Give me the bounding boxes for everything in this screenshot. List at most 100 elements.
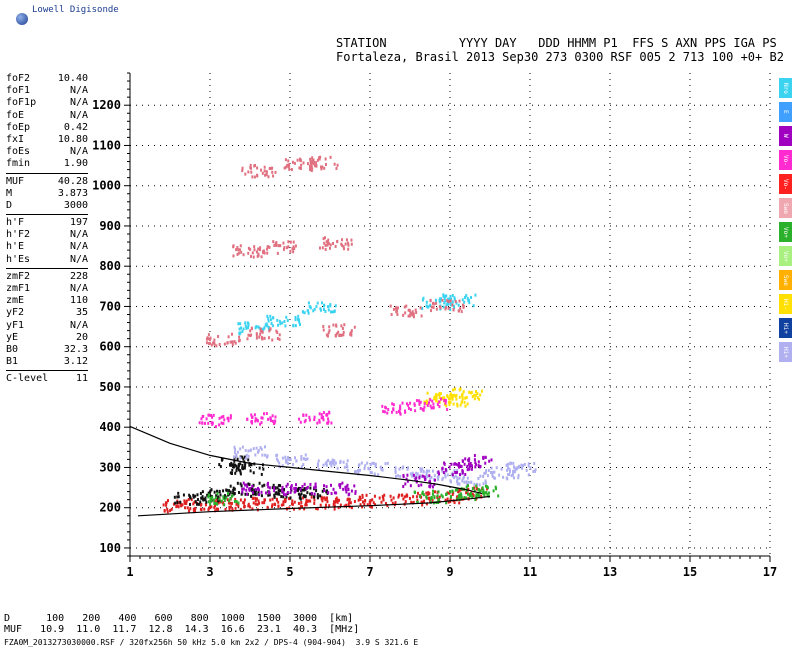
echo-point xyxy=(260,336,263,340)
echo-point xyxy=(222,421,225,425)
echo-point xyxy=(473,397,476,401)
echo-point xyxy=(213,490,216,494)
echo-point xyxy=(405,477,408,481)
echo-point xyxy=(327,331,330,335)
echo-point xyxy=(239,447,242,451)
echo-point xyxy=(474,293,477,297)
echo-point xyxy=(233,455,236,459)
param-value: N/A xyxy=(69,146,88,158)
echo-point xyxy=(458,461,461,465)
echo-point xyxy=(229,484,232,488)
echo-point xyxy=(278,333,281,337)
echo-point xyxy=(466,484,469,488)
echo-point xyxy=(283,488,286,492)
echo-point xyxy=(294,315,297,319)
echo-point xyxy=(421,307,424,311)
legend-item: Hi- xyxy=(779,294,792,314)
echo-point xyxy=(293,456,296,460)
echo-point xyxy=(444,299,447,303)
echo-point xyxy=(461,397,464,401)
echo-point xyxy=(459,387,462,391)
echo-point xyxy=(470,295,473,299)
echo-point xyxy=(437,475,440,479)
echo-point xyxy=(309,499,312,503)
echo-point xyxy=(329,243,332,247)
echo-point xyxy=(215,507,218,511)
echo-point xyxy=(300,454,303,458)
echo-point xyxy=(331,458,334,462)
echo-point xyxy=(330,464,333,468)
echo-point xyxy=(512,465,515,469)
echo-point xyxy=(458,465,461,469)
echo-point xyxy=(206,493,209,497)
echo-point xyxy=(246,417,249,421)
echo-point xyxy=(243,498,246,502)
echo-point xyxy=(269,327,272,331)
echo-point xyxy=(211,422,214,426)
echo-point xyxy=(209,506,212,510)
echo-point xyxy=(340,324,343,328)
echo-point xyxy=(166,507,169,511)
echo-point xyxy=(382,496,385,500)
echo-point xyxy=(387,407,390,411)
echo-point xyxy=(377,473,380,477)
echo-point xyxy=(237,248,240,252)
y-tick-label: 1100 xyxy=(92,138,121,152)
echo-point xyxy=(266,247,269,251)
echo-point xyxy=(453,462,456,466)
echo-point xyxy=(312,160,315,164)
echo-point xyxy=(242,481,245,485)
echo-point xyxy=(382,409,385,413)
echo-point xyxy=(479,474,482,478)
echo-point xyxy=(312,309,315,313)
echo-point xyxy=(222,496,225,500)
echo-point xyxy=(465,396,468,400)
echo-point xyxy=(295,459,298,463)
echo-point xyxy=(363,502,366,506)
echo-point xyxy=(276,337,279,341)
echo-point xyxy=(272,483,275,487)
echo-point xyxy=(212,413,215,417)
echo-point xyxy=(466,476,469,480)
echo-point xyxy=(214,501,217,505)
echo-point xyxy=(315,507,318,511)
echo-point xyxy=(250,419,253,423)
echo-point xyxy=(455,397,458,401)
echo-point xyxy=(249,334,252,338)
echo-point xyxy=(290,484,293,488)
scaled-parameters-panel: foF2 10.40 foF1 N/A foF1p N/A foE N/A foEp 0.42 fx… xyxy=(6,73,88,386)
echo-point xyxy=(473,486,476,490)
echo-point xyxy=(441,469,444,473)
echo-point xyxy=(239,482,242,486)
distance-row: D 100 200 400 600 800 1000 1500 3000 [km… xyxy=(4,613,354,624)
echo-point xyxy=(205,341,208,345)
echo-point xyxy=(250,327,253,331)
echo-point xyxy=(264,498,267,502)
echo-point xyxy=(256,173,259,177)
echo-point xyxy=(309,482,312,486)
echo-point xyxy=(353,325,356,329)
echo-point xyxy=(456,497,459,501)
echo-point xyxy=(416,491,419,495)
echo-point xyxy=(374,503,377,507)
echo-point xyxy=(233,459,236,463)
echo-point xyxy=(454,470,457,474)
param-row: h'F 197 xyxy=(6,217,88,229)
echo-point xyxy=(436,494,439,498)
echo-point xyxy=(294,244,297,248)
echo-point xyxy=(451,393,454,397)
echo-point xyxy=(433,490,436,494)
echo-point xyxy=(277,323,280,327)
param-row: yF1 N/A xyxy=(6,320,88,332)
echo-point xyxy=(207,495,210,499)
echo-point xyxy=(309,166,312,170)
echo-point xyxy=(399,404,402,408)
echo-point xyxy=(475,493,478,497)
echo-point xyxy=(364,499,367,503)
echo-point xyxy=(313,501,316,505)
echo-point xyxy=(222,495,225,499)
echo-point xyxy=(425,495,428,499)
echo-point xyxy=(433,496,436,500)
echo-point xyxy=(457,490,460,494)
echo-point xyxy=(336,500,339,504)
